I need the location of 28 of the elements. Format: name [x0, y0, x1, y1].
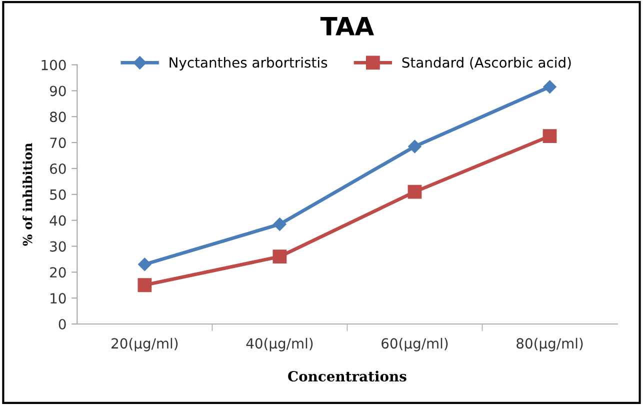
point	[542, 129, 557, 144]
point	[138, 258, 152, 271]
point	[408, 140, 422, 154]
x-tick-label: 20(µg/ml)	[112, 338, 178, 352]
x-tick-label: 60(µg/ml)	[382, 338, 448, 352]
y-tick-label: 80	[50, 112, 66, 122]
point	[138, 278, 152, 292]
y-tick-label: 100	[42, 60, 66, 70]
y-tick-label: 40	[50, 215, 66, 226]
y-tick-label: 20	[50, 267, 66, 278]
legend-label: Nyctanthes arbortristis	[170, 57, 328, 70]
y-tick-label: 30	[50, 241, 66, 252]
y-tick-label: 90	[50, 86, 66, 96]
y-tick-label: 60	[50, 163, 66, 174]
chart-title: TAA	[320, 17, 374, 36]
point	[273, 218, 286, 231]
y-tick-label: 10	[50, 293, 66, 304]
point	[408, 184, 422, 199]
legend-label: Standard (Ascorbic acid)	[402, 57, 571, 70]
point	[272, 250, 287, 264]
y-tick-label: 70	[50, 138, 66, 148]
x-axis-title: Concentrations	[288, 370, 406, 382]
y-tick-label: 0	[58, 318, 66, 330]
y-axis-title: % of inhibition	[22, 142, 32, 246]
point	[543, 80, 556, 94]
y-tick-label: 50	[50, 189, 66, 200]
x-tick-label: 40(µg/ml)	[246, 338, 313, 352]
x-tick-label: 80(µg/ml)	[516, 338, 583, 352]
